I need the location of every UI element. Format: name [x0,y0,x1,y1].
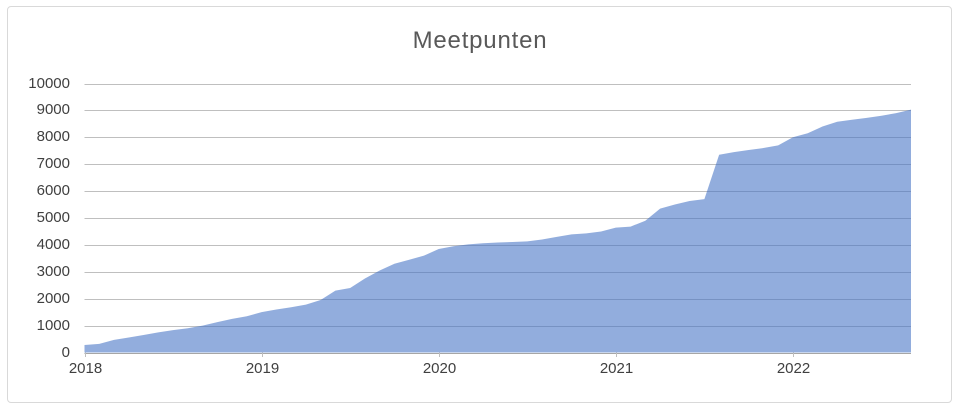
chart-frame [7,6,952,403]
y-axis-tick-label: 3000 [36,263,70,280]
x-axis-tick-label: 2020 [422,360,457,377]
y-axis-tick-label: 0 [61,344,70,361]
y-axis-tick-label: 5000 [36,209,70,226]
y-axis-tick-label: 2000 [36,290,70,307]
y-axis-tick-label: 1000 [36,317,70,334]
y-axis-tick-label: 6000 [36,182,70,199]
x-axis-tick-label: 2019 [245,360,280,377]
y-axis-tick-label: 8000 [36,128,70,145]
y-axis-tick-label: 7000 [36,155,70,172]
area-series-meetpunten [84,109,911,353]
x-axis-tick-label: 2022 [776,360,811,377]
x-axis-tick-label: 2021 [599,360,634,377]
y-axis-tick-label: 10000 [28,75,70,92]
chart-title: Meetpunten [412,27,548,54]
x-axis-tick-label: 2018 [68,360,103,377]
y-axis-tick-label: 4000 [36,236,70,253]
y-axis-tick-label: 9000 [36,101,70,118]
